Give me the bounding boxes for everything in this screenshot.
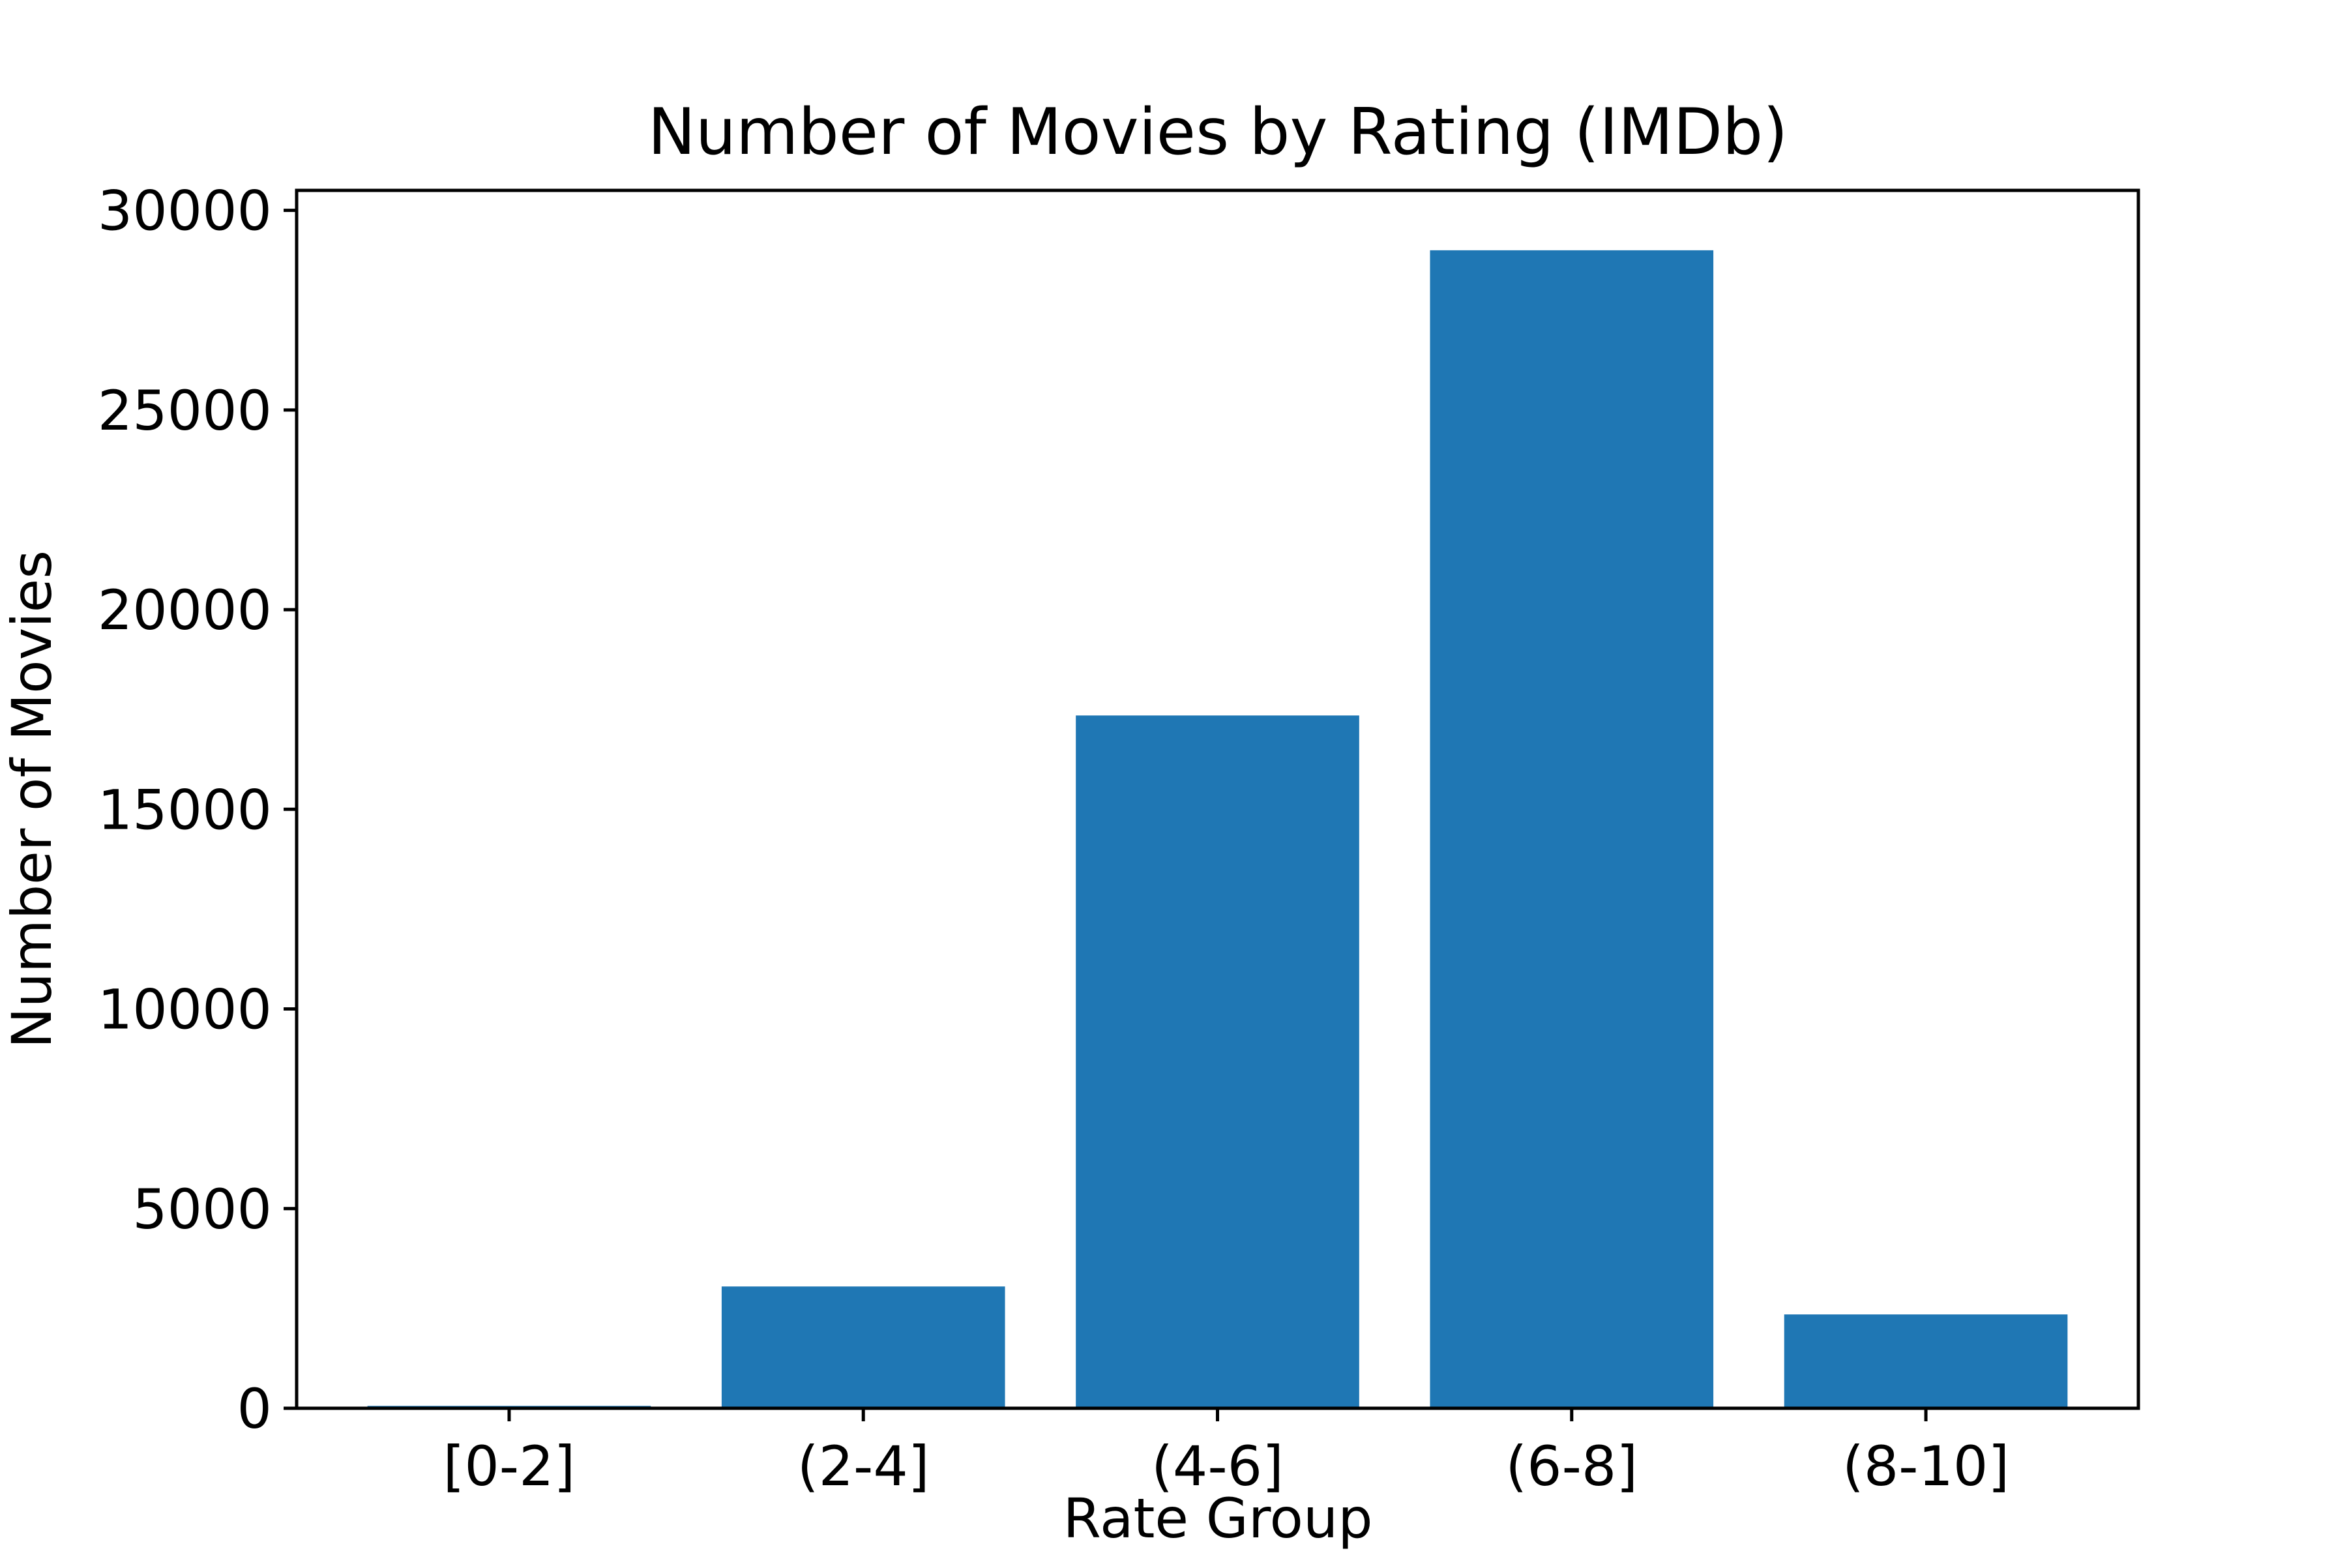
y-tick-label-3: 15000: [98, 778, 272, 842]
x-axis-label: Rate Group: [1063, 1487, 1372, 1550]
bar-2: [1076, 715, 1359, 1408]
x-axis: [0-2] (2-4] (4-6] (6-8] (8-10]: [443, 1408, 2009, 1498]
bars: [367, 250, 2068, 1408]
x-tick-label-3: (6-8]: [1505, 1434, 1638, 1498]
x-tick-label-2: (4-6]: [1151, 1434, 1284, 1498]
y-tick-label-1: 5000: [132, 1177, 272, 1241]
x-tick-label-4: (8-10]: [1842, 1434, 2009, 1498]
y-tick-label-2: 10000: [98, 978, 272, 1042]
bar-4: [1784, 1314, 2068, 1408]
x-tick-label-0: [0-2]: [443, 1434, 576, 1498]
y-tick-label-6: 30000: [98, 179, 272, 243]
bar-3: [1430, 250, 1714, 1408]
y-tick-label-4: 20000: [98, 578, 272, 642]
y-axis: 0 5000 10000 15000 20000 25000 30000: [98, 179, 297, 1441]
y-tick-label-0: 0: [237, 1377, 272, 1441]
bar-1: [721, 1286, 1005, 1408]
x-tick-label-1: (2-4]: [797, 1434, 930, 1498]
y-tick-label-5: 25000: [98, 379, 272, 443]
y-axis-label: Number of Movies: [0, 550, 64, 1048]
chart-title: Number of Movies by Rating (IMDb): [648, 95, 1788, 170]
